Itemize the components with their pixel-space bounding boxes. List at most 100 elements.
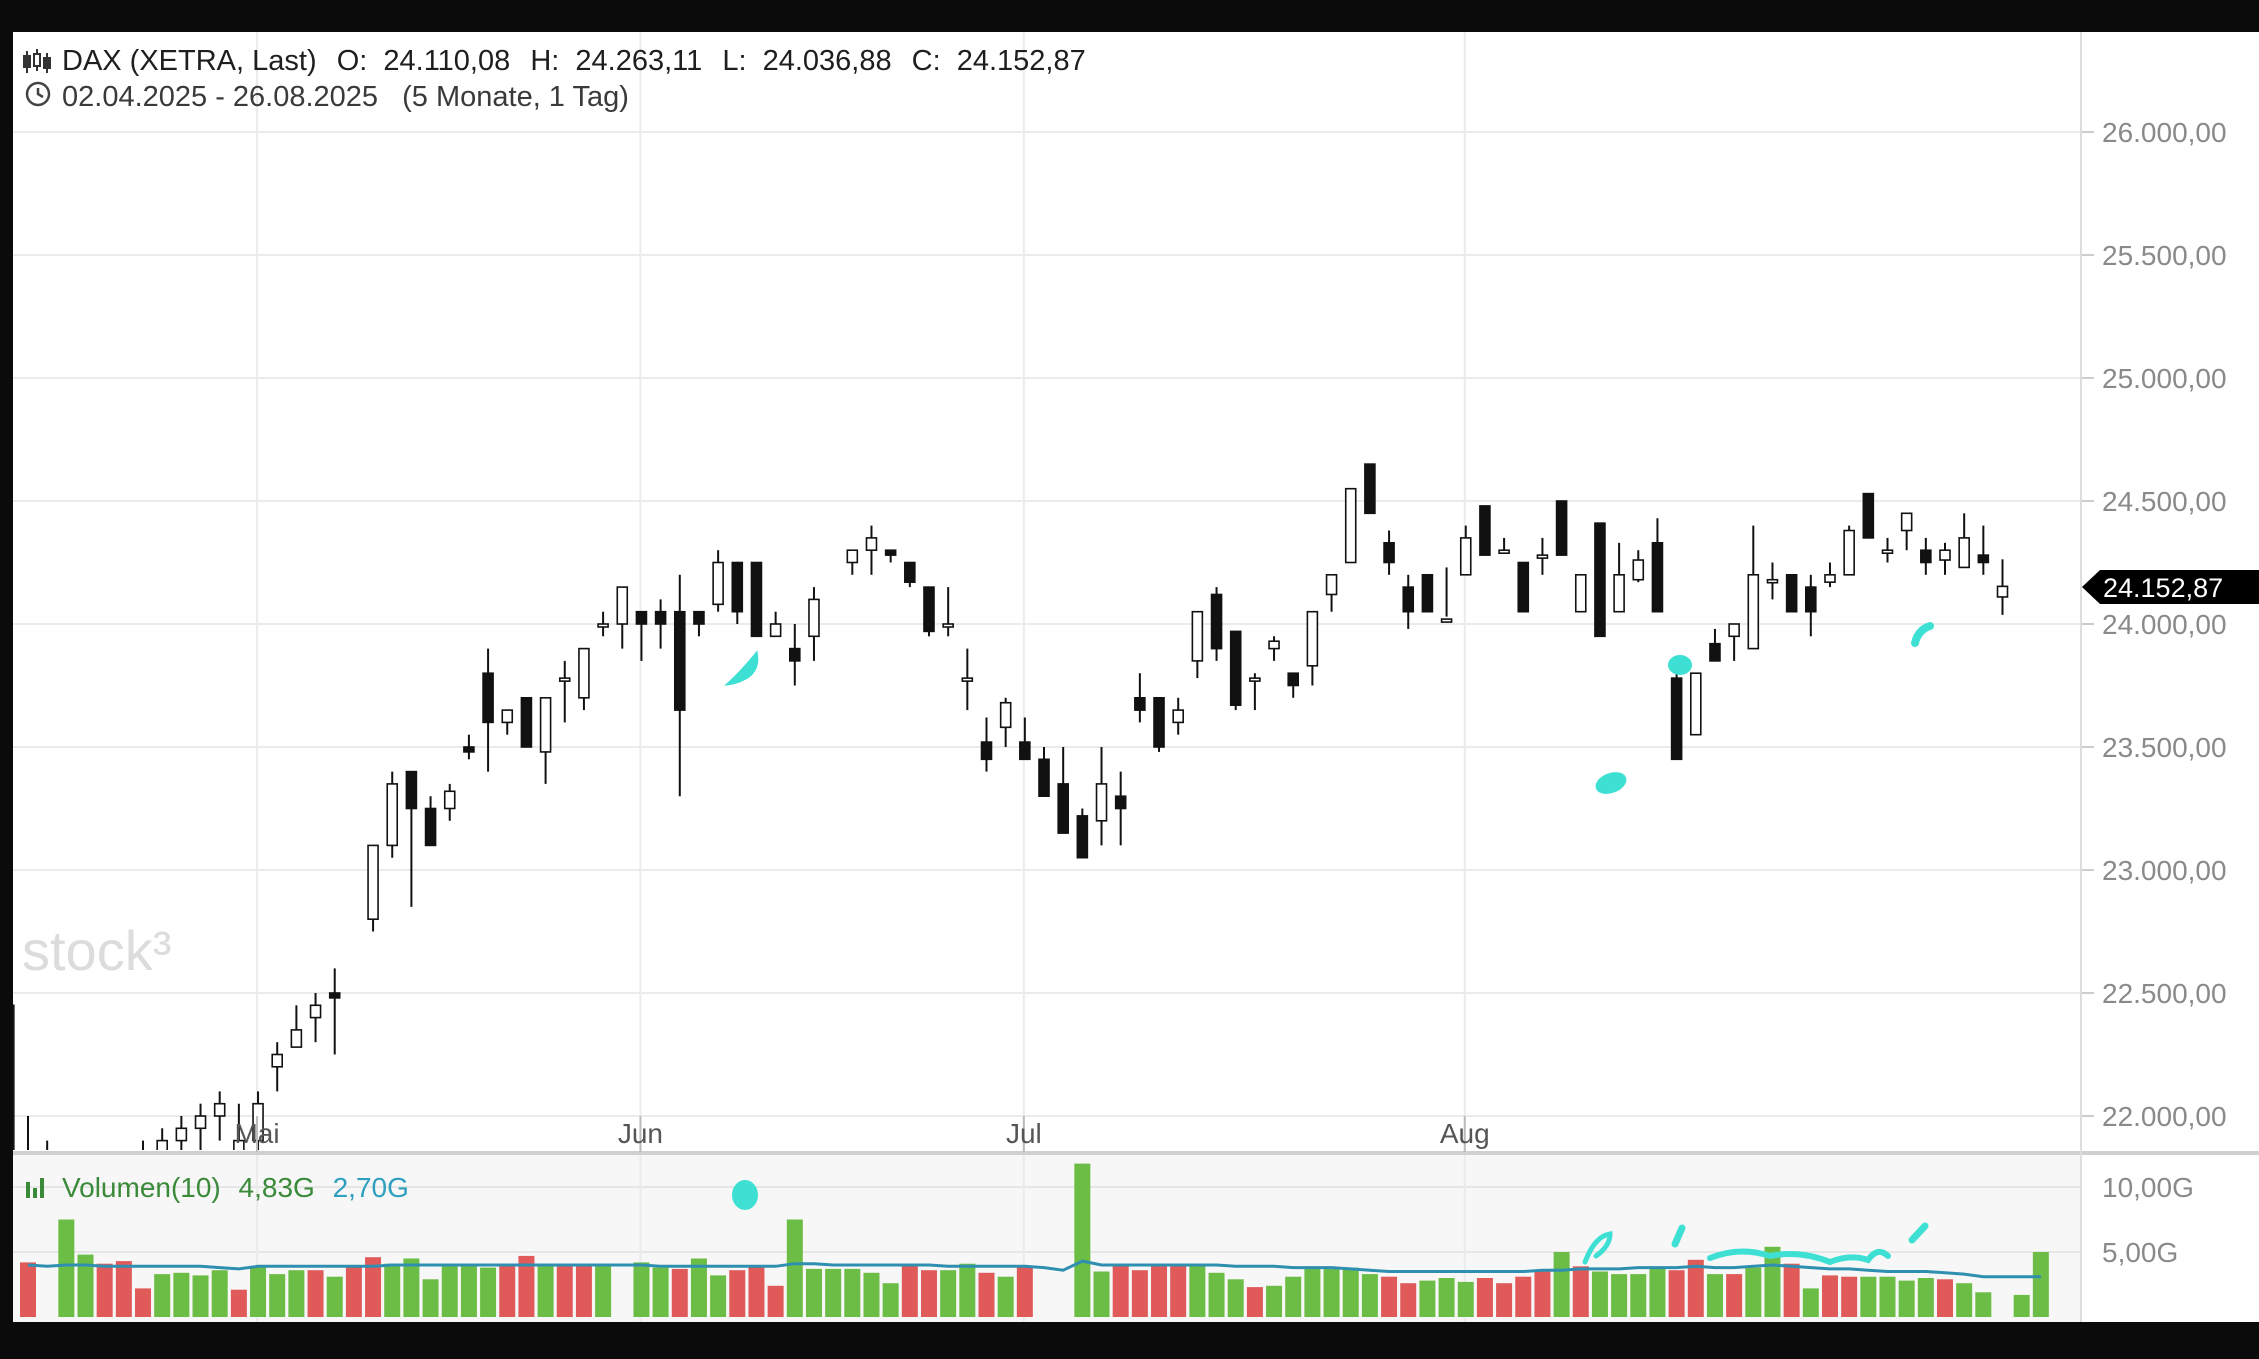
- price-candle: [1364, 463, 1376, 515]
- price-candle: [501, 709, 514, 735]
- price-candle: [520, 696, 533, 748]
- price-axis-label: 25.000,00: [2102, 363, 2227, 394]
- volume-bar: [786, 1219, 803, 1317]
- price-candle: [1709, 628, 1721, 662]
- volume-bar: [1400, 1283, 1417, 1317]
- clock-icon: [25, 81, 51, 107]
- volume-bar: [1476, 1278, 1493, 1317]
- price-candle: [616, 586, 629, 649]
- price-candle: [156, 1128, 168, 1150]
- volume-bar: [326, 1276, 343, 1317]
- time-axis-label: Aug: [1440, 1118, 1490, 1149]
- volume-bar: [729, 1270, 746, 1317]
- volume-bar: [173, 1272, 190, 1317]
- price-candle: [808, 587, 820, 661]
- volume-bar: [1515, 1276, 1532, 1317]
- volume-bar: [1706, 1274, 1723, 1317]
- volume-bar: [384, 1263, 401, 1317]
- volume-bar: [1745, 1267, 1762, 1317]
- volume-bar: [940, 1270, 957, 1317]
- volume-bar: [365, 1257, 382, 1317]
- volume-bar: [1668, 1270, 1685, 1317]
- volume-bar: [901, 1263, 918, 1317]
- volume-bar: [1246, 1287, 1263, 1317]
- price-candle: [1038, 747, 1050, 797]
- volume-value: 4,83G: [239, 1172, 315, 1203]
- chart-background: [13, 32, 2259, 1322]
- price-candle: [271, 1042, 284, 1092]
- volume-bar: [2032, 1252, 2049, 1317]
- volume-bar: [671, 1268, 688, 1317]
- price-candle: [693, 610, 705, 637]
- price-candle: [482, 648, 494, 772]
- price-candle: [539, 696, 552, 784]
- volume-axis: 10,00G 5,00G: [2102, 1172, 2194, 1268]
- volume-bars: [20, 1163, 2049, 1317]
- volume-bar: [211, 1270, 228, 1317]
- price-candle: [13, 1004, 15, 1150]
- volume-bar: [1112, 1266, 1129, 1317]
- high-value: 24.263,11: [575, 45, 702, 77]
- volume-bar: [403, 1258, 420, 1317]
- candlestick-icon[interactable]: [23, 49, 51, 73]
- volume-bar: [1323, 1267, 1340, 1317]
- volume-bar: [1381, 1276, 1398, 1317]
- price-axis-label: 26.000,00: [2102, 117, 2227, 148]
- price-candle: [1689, 672, 1702, 736]
- price-axis[interactable]: 26.000,00 25.500,00 25.000,00 24.500,00 24.0…: [2080, 32, 2227, 1322]
- last-price-value: 24.152,87: [2103, 573, 2223, 603]
- price-candle: [1191, 610, 1204, 679]
- hand-annotations: [724, 622, 1934, 1266]
- price-candle: [1805, 574, 1817, 637]
- svg-text:02.04.2025 - 26.08.2025: 02.04.2025 - 26.08.2025 (5 Monate, 1 Tag…: [62, 81, 629, 113]
- price-candle: [1728, 623, 1740, 661]
- price-candle: [1843, 525, 1855, 576]
- price-candle: [1479, 505, 1491, 556]
- annotation-mark: [1671, 1224, 1686, 1248]
- time-axis[interactable]: Mai Jun Jul Aug: [234, 1116, 1490, 1152]
- volume-bar: [882, 1283, 899, 1317]
- annotation-mark: [1911, 622, 1934, 647]
- volume-axis-label: 5,00G: [2102, 1237, 2178, 1268]
- annotation-mark: [1707, 1248, 1891, 1266]
- price-candle: [233, 1103, 245, 1150]
- price-candle: [1134, 673, 1146, 723]
- volume-bar: [135, 1288, 152, 1317]
- price-candle: [1114, 771, 1127, 846]
- price-candle: [1996, 559, 2009, 615]
- bar-chart-icon: [26, 1178, 44, 1198]
- volume-bar: [767, 1285, 784, 1317]
- price-candle: [1766, 562, 1779, 600]
- volume-bar: [844, 1268, 861, 1317]
- price-candle: [1651, 518, 1664, 613]
- volume-bar: [1572, 1266, 1589, 1317]
- annotation-mark: [1668, 655, 1692, 675]
- price-candle: [213, 1091, 226, 1141]
- price-candle: [1076, 808, 1089, 859]
- price-candle: [1268, 636, 1280, 661]
- volume-bar: [748, 1266, 765, 1317]
- price-candle: [1785, 573, 1798, 613]
- price-candle: [1229, 630, 1242, 711]
- volume-bar: [1342, 1267, 1359, 1317]
- left-edge: [0, 0, 13, 1354]
- price-axis-label: 25.500,00: [2102, 240, 2227, 271]
- volume-bar: [1266, 1285, 1283, 1317]
- volume-bar: [1151, 1266, 1168, 1317]
- price-candle: [1019, 717, 1031, 761]
- price-candle: [328, 968, 341, 1055]
- price-candle: [290, 1005, 303, 1048]
- price-candle: [654, 599, 667, 649]
- volume-bar: [1227, 1279, 1244, 1317]
- price-candle: [578, 647, 590, 711]
- volume-bar: [1649, 1268, 1666, 1317]
- price-axis-label: 24.500,00: [2102, 486, 2227, 517]
- price-candle: [1900, 512, 1913, 551]
- price-candle: [1344, 487, 1357, 564]
- price-candle: [1613, 542, 1625, 613]
- price-candle: [961, 648, 974, 711]
- volume-bar: [288, 1270, 305, 1317]
- volume-bar: [1917, 1278, 1934, 1317]
- volume-bar: [1074, 1163, 1091, 1317]
